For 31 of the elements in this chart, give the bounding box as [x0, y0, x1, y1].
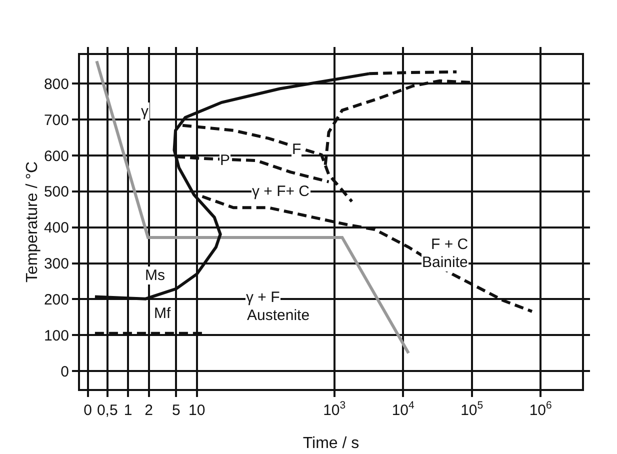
x-tick-label: 1: [124, 402, 132, 419]
annotation: γ + F+ C: [252, 183, 310, 200]
x-tick-label: 10$^{4}$: [392, 400, 415, 419]
annotation: F: [292, 141, 302, 158]
y-tick-label: 700: [44, 112, 69, 129]
annotation: Austenite: [247, 307, 310, 324]
annotation: F + C: [431, 236, 468, 253]
annotation: Mf: [154, 305, 172, 322]
y-tick-label: 100: [44, 327, 69, 344]
x-tick-label: 10$^{3}$: [323, 400, 346, 419]
x-tick-label: 5: [172, 402, 180, 419]
annotation: γ + F: [246, 289, 280, 306]
annotation: P: [220, 152, 230, 169]
x-tick-label: 10: [188, 402, 206, 419]
y-tick-label: 400: [44, 220, 69, 237]
y-tick-label: 300: [44, 256, 69, 273]
annotation: Bainite: [422, 254, 468, 271]
x-tick-label: 0: [84, 402, 92, 419]
x-axis-title: Time / s: [302, 435, 360, 452]
y-tick-label: 800: [44, 76, 69, 93]
x-tick-label: 0,5: [96, 402, 118, 419]
y-tick-label: 200: [44, 291, 69, 308]
x-tick-label: 10$^{6}$: [529, 400, 552, 419]
annotation: γ: [141, 103, 149, 120]
x-tick-label: 2: [144, 402, 153, 419]
x-tick-label: 10$^{5}$: [460, 400, 484, 419]
annotation: Ms: [145, 267, 165, 284]
y-tick-label: 500: [44, 184, 69, 201]
y-axis-title: Temperature / °C: [24, 161, 41, 283]
y-tick-label: 600: [44, 148, 69, 165]
y-tick-label: 0: [60, 363, 69, 380]
